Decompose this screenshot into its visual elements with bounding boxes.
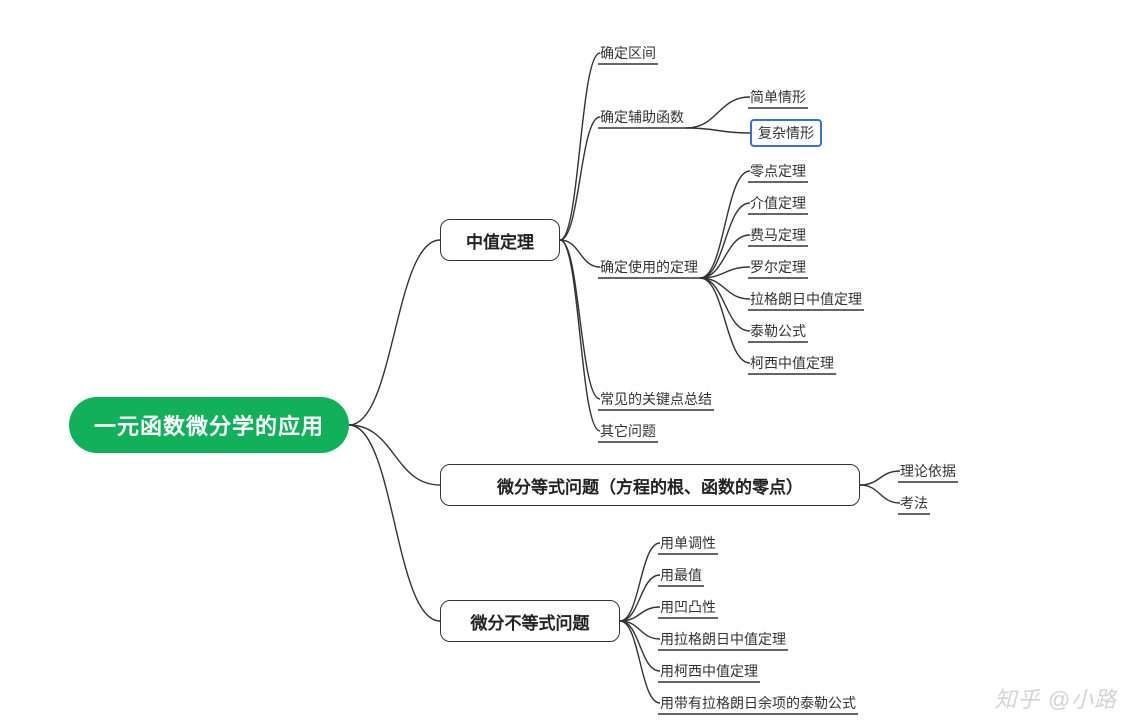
leaf-use-cauchy[interactable]: 用柯西中值定理 [660, 661, 758, 681]
leaf-use-extrema[interactable]: 用最值 [660, 565, 702, 585]
leaf-cauchy-thm[interactable]: 柯西中值定理 [750, 353, 834, 373]
leaf-exam-method[interactable]: 考法 [900, 493, 928, 513]
leaf-fermat-thm[interactable]: 费马定理 [750, 225, 806, 245]
leaf-other-problems[interactable]: 其它问题 [600, 421, 656, 441]
leaf-use-taylor-rem[interactable]: 用带有拉格朗日余项的泰勒公式 [660, 693, 856, 713]
branch-differential-inequality[interactable]: 微分不等式问题 [440, 600, 620, 642]
leaf-auxiliary-function[interactable]: 确定辅助函数 [600, 107, 684, 127]
leaf-use-monotonic[interactable]: 用单调性 [660, 533, 716, 553]
leaf-complex-case-selected[interactable]: 复杂情形 [750, 119, 822, 147]
branch-differential-equality[interactable]: 微分等式问题（方程的根、函数的零点） [440, 464, 860, 506]
watermark-text: 知乎 @小路 [995, 682, 1117, 714]
leaf-use-lagrange[interactable]: 用拉格朗日中值定理 [660, 629, 786, 649]
leaf-theory-basis[interactable]: 理论依据 [900, 461, 956, 481]
leaf-which-theorem[interactable]: 确定使用的定理 [600, 257, 698, 277]
leaf-use-convexity[interactable]: 用凹凸性 [660, 597, 716, 617]
leaf-zero-point-thm[interactable]: 零点定理 [750, 161, 806, 181]
leaf-intermediate-thm[interactable]: 介值定理 [750, 193, 806, 213]
leaf-simple-case[interactable]: 简单情形 [750, 87, 806, 107]
leaf-lagrange-thm[interactable]: 拉格朗日中值定理 [750, 289, 862, 309]
root-node[interactable]: 一元函数微分学的应用 [69, 397, 349, 453]
leaf-taylor-formula[interactable]: 泰勒公式 [750, 321, 806, 341]
leaf-keypoints-summary[interactable]: 常见的关键点总结 [600, 389, 712, 409]
leaf-rolle-thm[interactable]: 罗尔定理 [750, 257, 806, 277]
branch-mean-value-theorem[interactable]: 中值定理 [440, 219, 560, 261]
leaf-determine-interval[interactable]: 确定区间 [600, 43, 656, 63]
